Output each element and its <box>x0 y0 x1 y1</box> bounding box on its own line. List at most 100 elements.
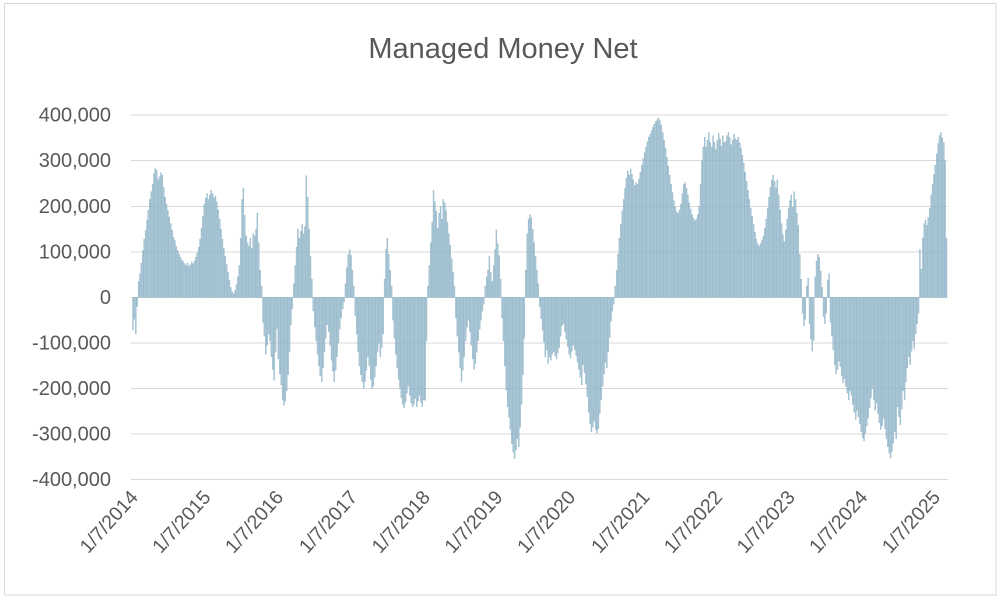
bar <box>683 184 685 298</box>
bar <box>673 200 675 298</box>
bar <box>228 279 231 298</box>
bar <box>727 132 730 298</box>
bar <box>870 297 872 398</box>
bar <box>582 297 584 365</box>
bar <box>868 297 871 408</box>
bar <box>369 297 372 380</box>
bar <box>395 297 397 355</box>
bar <box>533 242 535 298</box>
bar <box>312 297 314 312</box>
bar <box>670 184 672 298</box>
bar <box>705 146 707 298</box>
bar <box>656 119 658 298</box>
bar <box>459 297 461 369</box>
bar <box>581 297 583 386</box>
bar <box>909 297 911 365</box>
bar <box>815 260 818 298</box>
bar <box>244 215 246 298</box>
bar <box>150 191 152 298</box>
bar <box>758 245 760 298</box>
bar <box>807 278 809 298</box>
bar <box>142 250 144 298</box>
bar <box>737 136 739 298</box>
bar <box>761 240 763 298</box>
bar <box>604 297 607 363</box>
bar <box>213 197 215 298</box>
bar <box>262 297 264 323</box>
bar <box>726 135 728 298</box>
bar <box>863 297 865 442</box>
bar <box>785 229 787 298</box>
bar <box>251 248 253 298</box>
bar <box>530 217 533 298</box>
bar <box>397 297 400 380</box>
bar <box>899 297 902 426</box>
bar <box>625 177 628 298</box>
bar <box>715 149 717 298</box>
bar <box>195 257 197 298</box>
bar <box>720 146 723 298</box>
bar <box>451 258 453 298</box>
bar <box>745 181 748 298</box>
bar <box>860 297 862 432</box>
bar <box>635 182 637 298</box>
bar <box>311 279 313 298</box>
bar <box>506 297 509 407</box>
bar <box>265 297 267 355</box>
bar <box>314 297 316 328</box>
bar <box>435 210 437 298</box>
bar <box>267 297 270 334</box>
bar <box>711 146 713 298</box>
bar <box>842 297 844 384</box>
bar <box>593 297 595 422</box>
bar <box>649 134 651 298</box>
bar <box>196 252 198 298</box>
bar <box>200 228 203 298</box>
bar <box>309 256 312 298</box>
bar <box>186 263 189 298</box>
bar <box>827 279 829 298</box>
bar <box>620 224 622 298</box>
bar <box>418 297 421 396</box>
bar <box>905 297 907 382</box>
bar <box>216 201 218 298</box>
bar <box>709 142 711 298</box>
bar <box>915 297 917 334</box>
bar <box>364 297 366 382</box>
bar <box>653 124 656 298</box>
bar <box>701 160 703 298</box>
bar <box>274 297 277 353</box>
bar <box>896 297 899 407</box>
bar <box>165 203 168 298</box>
bar <box>927 217 929 298</box>
bar <box>245 235 247 298</box>
bar <box>583 297 586 373</box>
bar <box>776 179 779 298</box>
bar <box>926 225 928 298</box>
bar <box>381 297 383 348</box>
bar <box>610 297 612 322</box>
bar <box>198 247 200 298</box>
bar <box>754 232 756 298</box>
bar <box>298 238 300 298</box>
bar <box>458 297 460 353</box>
bar <box>179 257 182 298</box>
bar <box>678 209 681 298</box>
bar <box>680 203 682 298</box>
bar <box>526 233 528 298</box>
bar <box>178 253 180 298</box>
bar <box>731 140 734 298</box>
bar <box>414 297 417 399</box>
bar <box>383 279 386 298</box>
bar <box>621 210 623 298</box>
bar <box>565 297 567 340</box>
bar <box>295 247 298 298</box>
bar <box>667 166 669 298</box>
bar <box>574 297 576 350</box>
bar <box>480 297 482 321</box>
bar <box>219 218 221 298</box>
bar <box>722 135 724 298</box>
bar <box>293 283 295 298</box>
bar <box>836 297 839 370</box>
bar <box>855 297 857 420</box>
